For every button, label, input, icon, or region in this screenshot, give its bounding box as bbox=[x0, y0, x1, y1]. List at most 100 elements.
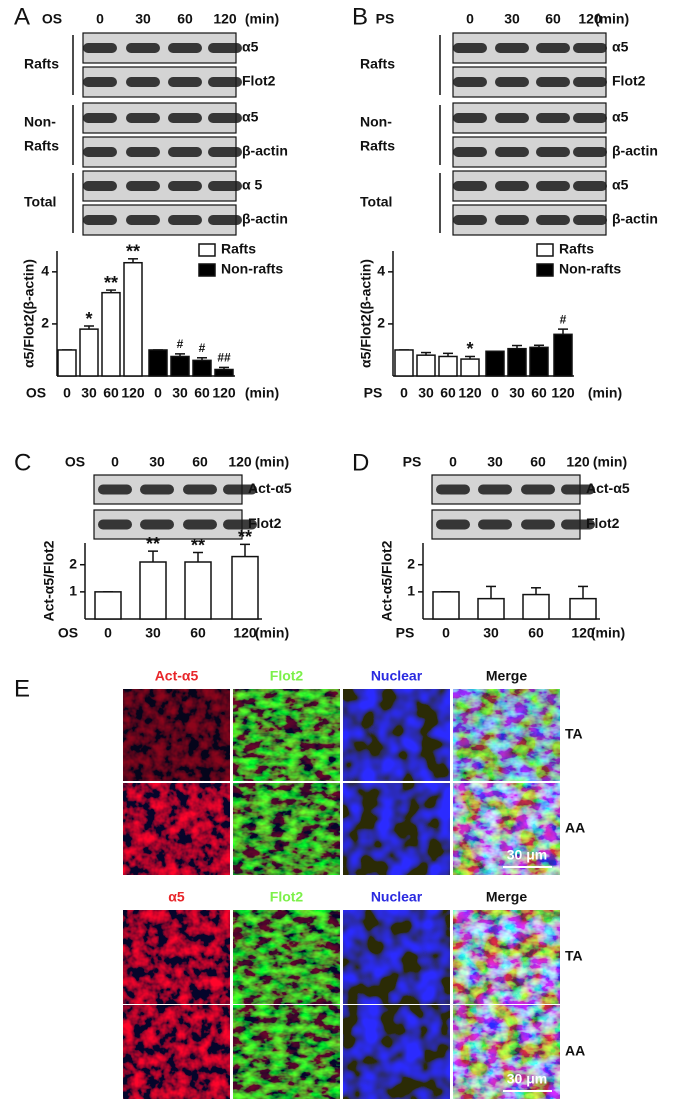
blot-band bbox=[495, 113, 529, 123]
blot-time: 0 bbox=[111, 454, 119, 470]
blot-band bbox=[536, 181, 570, 191]
y-tick-label: 4 bbox=[377, 263, 385, 279]
blot-row-label: β-actin bbox=[612, 211, 658, 227]
blot-row-label: Act-α5 bbox=[586, 480, 630, 496]
significance: * bbox=[85, 309, 92, 329]
blot-band bbox=[208, 113, 242, 123]
blot-band bbox=[561, 519, 595, 530]
bar bbox=[170, 355, 190, 377]
blot-time: 60 bbox=[192, 454, 208, 470]
blot-band bbox=[536, 215, 570, 225]
blot-row-label: α5 bbox=[612, 39, 629, 55]
y-tick-label: 2 bbox=[377, 315, 385, 331]
group-label: Rafts bbox=[24, 56, 59, 72]
blot-time: 120 bbox=[578, 11, 602, 27]
blot-time: 120 bbox=[213, 11, 237, 27]
micrograph-blue bbox=[343, 689, 450, 781]
blot-band bbox=[168, 147, 202, 157]
bar bbox=[529, 346, 549, 377]
blot-band bbox=[168, 113, 202, 123]
blot-band bbox=[83, 43, 117, 53]
blot-band bbox=[453, 147, 487, 157]
row-label: TA bbox=[565, 726, 583, 742]
y-tick-label: 1 bbox=[69, 583, 77, 599]
x-tick-label: 120 bbox=[551, 385, 575, 401]
blot-band bbox=[98, 484, 132, 495]
bar bbox=[507, 347, 527, 377]
blot-band bbox=[436, 519, 470, 530]
significance: # bbox=[560, 312, 567, 326]
legend-label: Non-rafts bbox=[221, 261, 283, 277]
x-tick-label: 30 bbox=[483, 625, 499, 641]
blot-band bbox=[83, 77, 117, 87]
blot-band bbox=[83, 147, 117, 157]
x-unit: (min) bbox=[591, 625, 625, 641]
significance: ** bbox=[238, 527, 252, 547]
channel-label: Flot2 bbox=[270, 668, 304, 684]
blot-band bbox=[453, 181, 487, 191]
x-tick-label: 60 bbox=[531, 385, 547, 401]
x-tick-label: 0 bbox=[400, 385, 408, 401]
significance: ** bbox=[146, 534, 160, 554]
blot-band bbox=[573, 77, 607, 87]
x-prefix: OS bbox=[26, 385, 46, 401]
x-tick-label: 60 bbox=[440, 385, 456, 401]
blot-row-label: α5 bbox=[242, 39, 259, 55]
channel-label: Nuclear bbox=[371, 668, 423, 684]
blot-band bbox=[521, 484, 555, 495]
bar bbox=[438, 355, 458, 377]
x-tick-label: 0 bbox=[442, 625, 450, 641]
blot-band bbox=[126, 147, 160, 157]
bar bbox=[94, 591, 122, 620]
blot-band bbox=[208, 43, 242, 53]
blot-row-label: Flot2 bbox=[586, 515, 620, 531]
blot-band bbox=[478, 519, 512, 530]
bar bbox=[522, 593, 550, 620]
micrograph-blue bbox=[343, 783, 450, 875]
y-tick-label: 4 bbox=[41, 263, 49, 279]
x-tick-label: 120 bbox=[121, 385, 145, 401]
blot-band bbox=[223, 519, 257, 530]
blot-band bbox=[168, 181, 202, 191]
x-tick-label: 60 bbox=[528, 625, 544, 641]
scale-label: 30 μm bbox=[507, 1071, 547, 1087]
blot-row-label: α5 bbox=[612, 177, 629, 193]
blot-band bbox=[183, 484, 217, 495]
micrograph-green bbox=[233, 783, 340, 875]
micrograph-green bbox=[233, 910, 340, 1004]
channel-label: Merge bbox=[486, 889, 527, 905]
x-tick-label: 0 bbox=[154, 385, 162, 401]
bar bbox=[394, 349, 414, 377]
x-tick-label: 120 bbox=[233, 625, 257, 641]
blot-time: 0 bbox=[96, 11, 104, 27]
bar bbox=[123, 261, 143, 377]
blot-time: 60 bbox=[530, 454, 546, 470]
blot-band bbox=[126, 215, 160, 225]
legend-label: Non-rafts bbox=[559, 261, 621, 277]
blot-band bbox=[453, 43, 487, 53]
blot-band bbox=[573, 181, 607, 191]
bar bbox=[79, 328, 99, 377]
bar bbox=[460, 358, 480, 377]
blot-time: 30 bbox=[504, 11, 520, 27]
blot-band bbox=[98, 519, 132, 530]
x-tick-label: 30 bbox=[145, 625, 161, 641]
legend-swatch bbox=[536, 263, 554, 277]
micrograph-blue bbox=[453, 689, 560, 781]
bar bbox=[569, 597, 597, 620]
scale-label: 30 μm bbox=[507, 847, 547, 863]
blot-row-label: β-actin bbox=[242, 143, 288, 159]
group-label: Total bbox=[360, 194, 392, 210]
bar bbox=[139, 561, 167, 620]
panel-letter: D bbox=[352, 449, 369, 476]
blot-band bbox=[453, 215, 487, 225]
x-unit: (min) bbox=[255, 625, 289, 641]
x-tick-label: 30 bbox=[418, 385, 434, 401]
blot-row-label: α 5 bbox=[242, 177, 262, 193]
x-unit: (min) bbox=[245, 385, 279, 401]
panel-letter: E bbox=[14, 675, 30, 702]
blot-band bbox=[126, 181, 160, 191]
blot-band bbox=[126, 43, 160, 53]
x-prefix: OS bbox=[58, 625, 78, 641]
